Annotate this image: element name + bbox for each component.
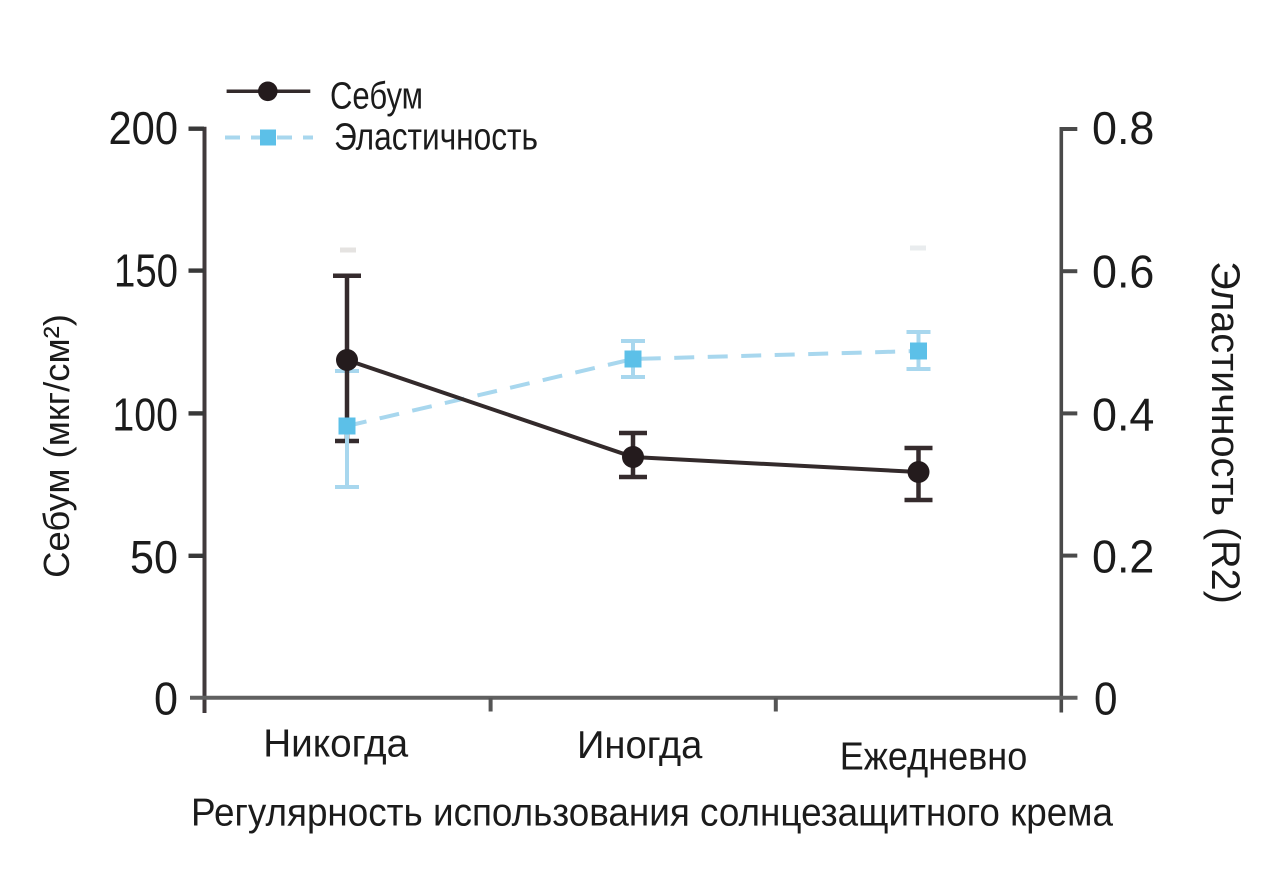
svg-text:Регулярность использования сол: Регулярность использования солнцезащитно… (191, 792, 1113, 835)
svg-text:0: 0 (154, 673, 178, 725)
svg-text:0.6: 0.6 (1092, 245, 1154, 297)
svg-text:Себум (мкг/см²): Себум (мкг/см²) (36, 314, 77, 578)
svg-text:Никогда: Никогда (263, 723, 408, 766)
svg-text:Иногда: Иногда (577, 724, 703, 767)
svg-text:Ежедневно: Ежедневно (840, 736, 1028, 779)
svg-text:0.4: 0.4 (1092, 388, 1154, 440)
svg-text:0: 0 (1094, 673, 1118, 725)
svg-text:100: 100 (112, 388, 178, 440)
svg-text:Эластичность (R2): Эластичность (R2) (1203, 261, 1247, 604)
svg-text:200: 200 (109, 102, 179, 154)
svg-text:Себум: Себум (330, 75, 423, 117)
svg-text:0.8: 0.8 (1092, 102, 1154, 154)
svg-text:50: 50 (130, 531, 178, 583)
svg-text:150: 150 (114, 245, 178, 297)
svg-text:0.2: 0.2 (1092, 531, 1154, 583)
svg-text:Эластичность: Эластичность (334, 117, 538, 159)
